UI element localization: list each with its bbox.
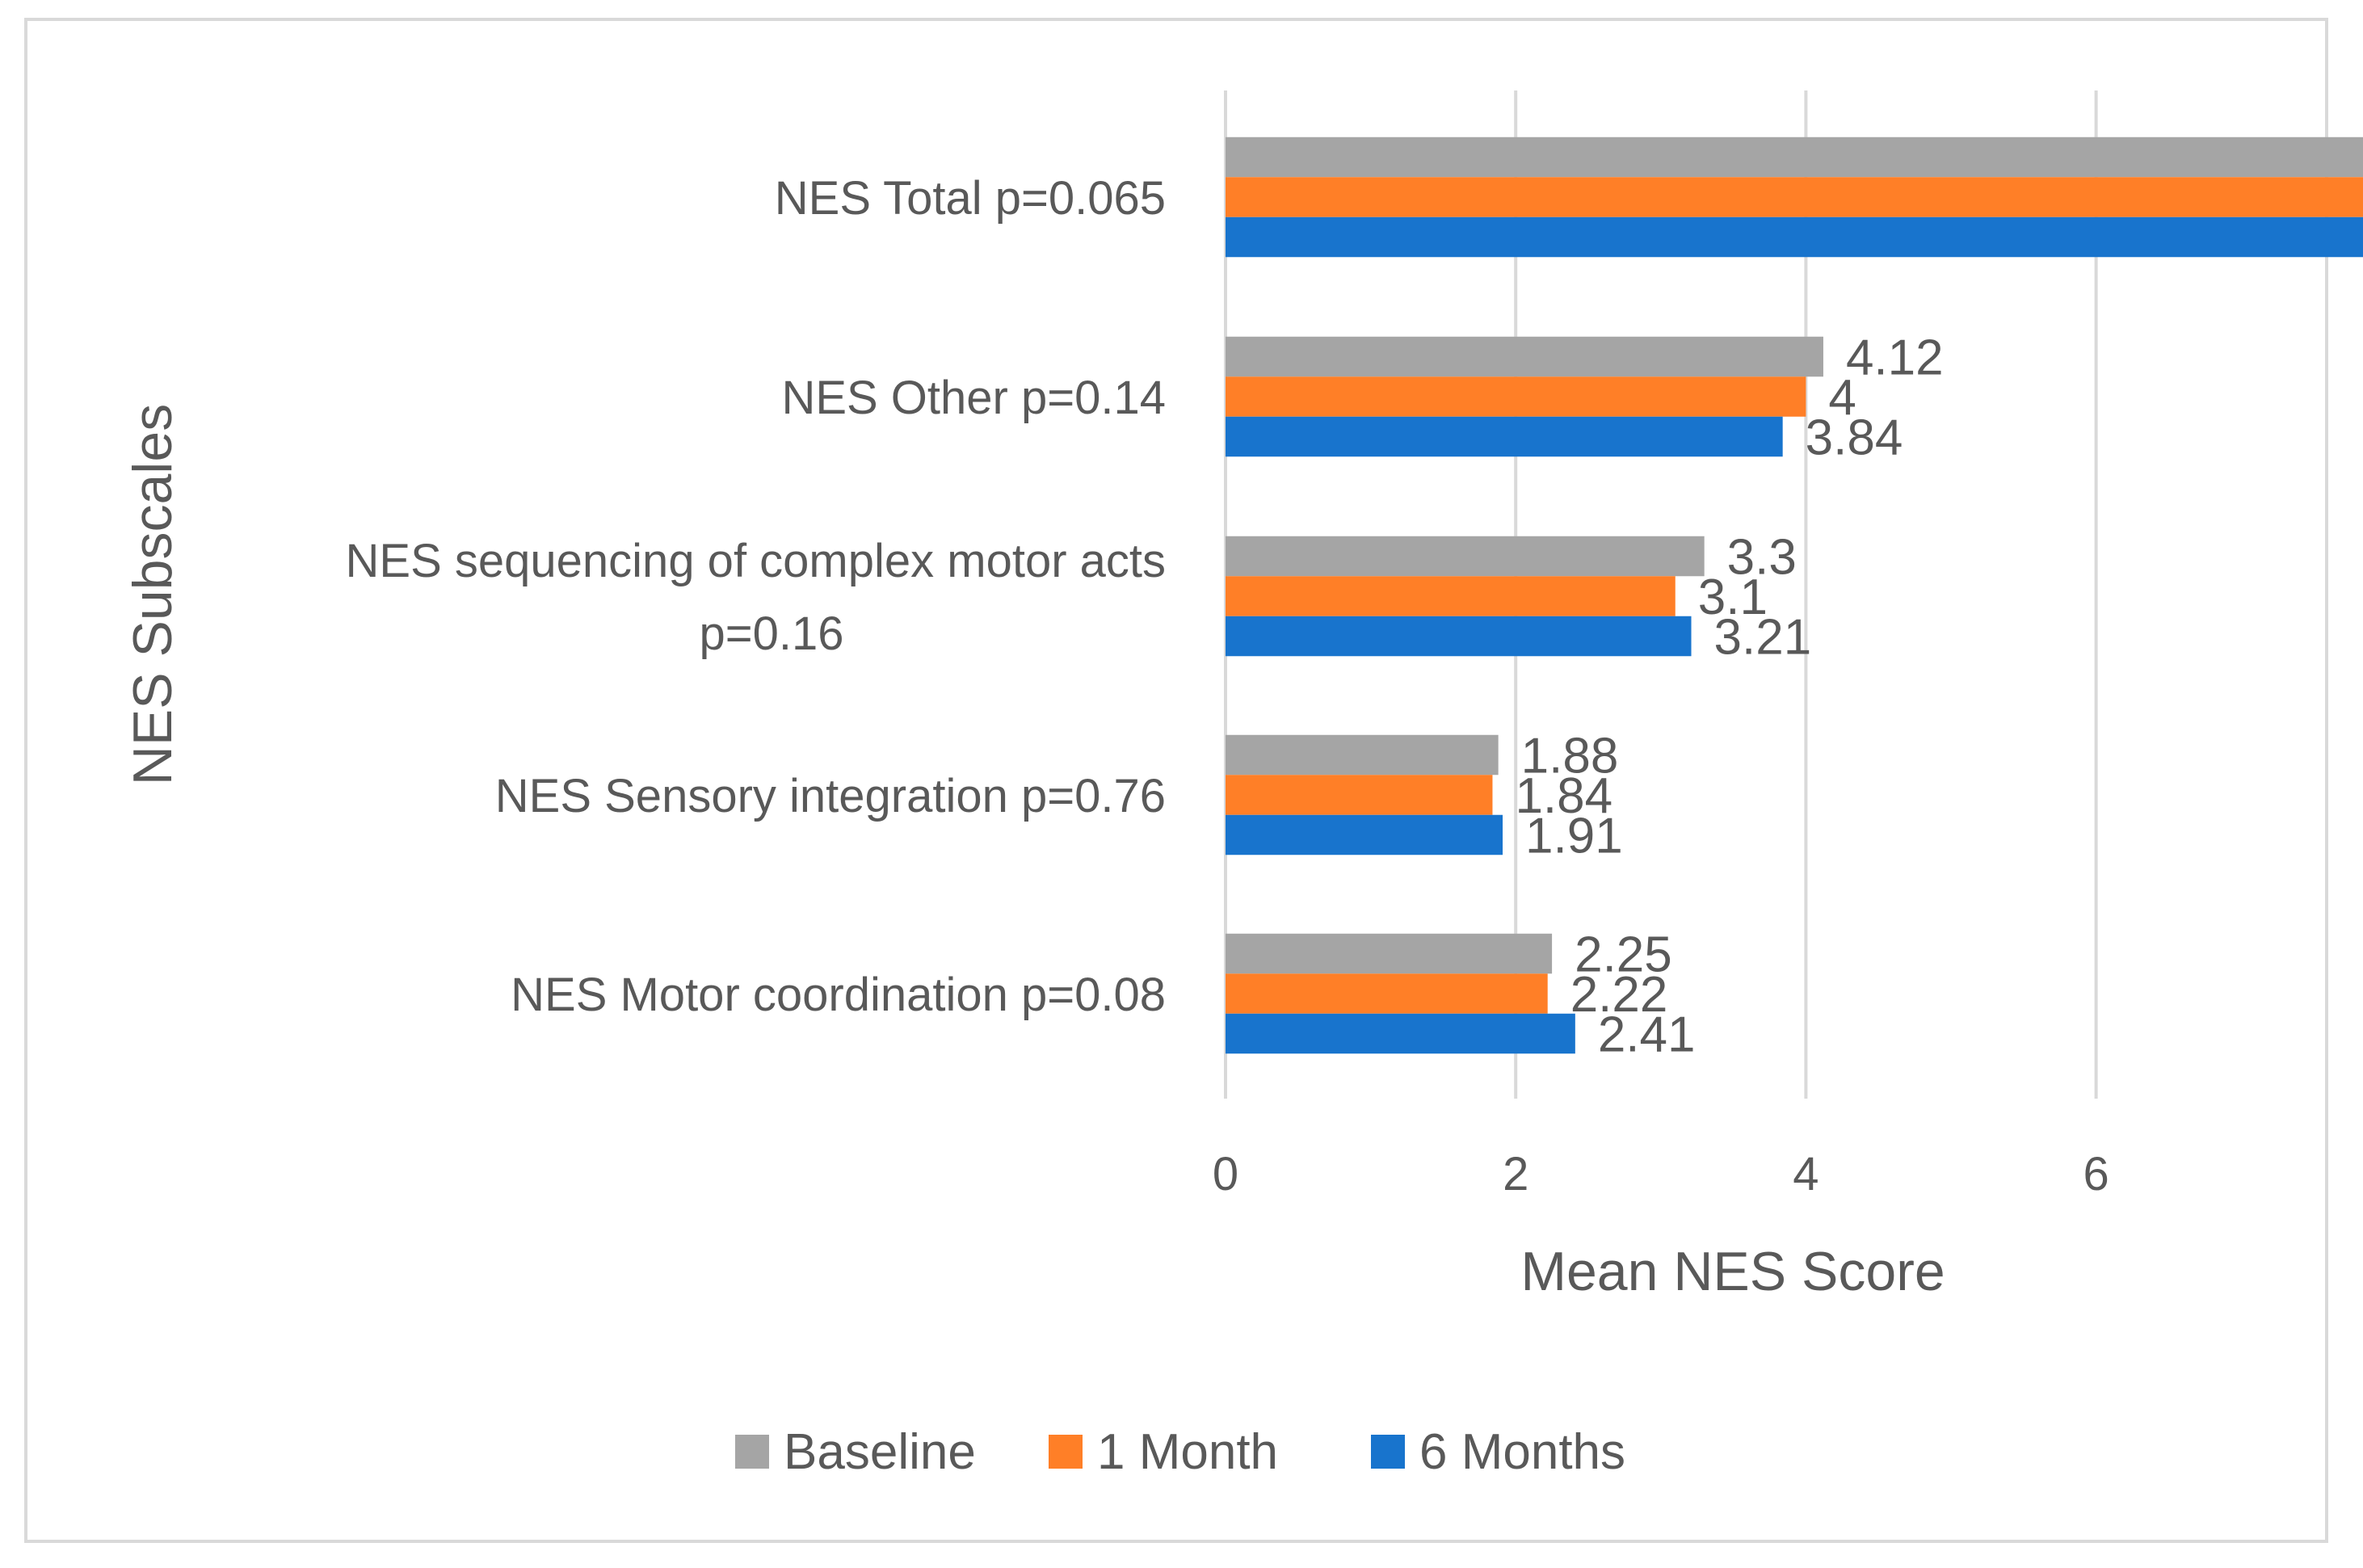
data-label-0-4: 2.25 — [1575, 927, 1672, 983]
x-axis-title: Mean NES Score — [1520, 1241, 1945, 1302]
legend-swatch-1 — [1049, 1435, 1083, 1469]
data-label-0-1: 4.12 — [1846, 330, 1944, 386]
legend-label-0: Baseline — [784, 1424, 976, 1480]
bar-6-months-2 — [1226, 616, 1692, 657]
category-label-0-0: NES Total p=0.065 — [775, 172, 1166, 225]
data-label-2-1: 3.84 — [1806, 410, 1903, 466]
data-label-1-3: 1.84 — [1515, 768, 1612, 824]
category-label-3-0: NES Sensory integration p=0.76 — [495, 770, 1166, 822]
x-tick-label-4: 4 — [1793, 1148, 1819, 1200]
data-label-1-2: 3.1 — [1698, 570, 1768, 625]
x-tick-label-0: 0 — [1213, 1148, 1238, 1200]
category-label-2-1: p=0.16 — [699, 607, 843, 660]
bar-1-month-3 — [1226, 775, 1493, 815]
x-tick-label-6: 6 — [2083, 1148, 2109, 1200]
legend-label-2: 6 Months — [1419, 1424, 1625, 1480]
bar-baseline-1 — [1226, 336, 1823, 377]
data-label-2-2: 3.21 — [1714, 610, 1812, 666]
legend-label-1: 1 Month — [1097, 1424, 1278, 1480]
data-label-0-2: 3.3 — [1727, 530, 1797, 586]
data-label-1-4: 2.22 — [1570, 967, 1668, 1023]
y-axis-title: NES Subscales — [122, 404, 183, 785]
bar-1-month-1 — [1226, 376, 1806, 417]
data-label-1-1: 4 — [1828, 370, 1856, 426]
bar-baseline-3 — [1226, 734, 1499, 776]
bar-baseline-0 — [1226, 137, 2363, 178]
data-label-0-3: 1.88 — [1521, 729, 1619, 784]
bar-6-months-0 — [1226, 216, 2363, 258]
bar-6-months-4 — [1226, 1013, 1575, 1054]
legend-swatch-0 — [735, 1435, 769, 1469]
bar-6-months-1 — [1226, 416, 1783, 457]
data-label-2-3: 1.91 — [1525, 809, 1623, 864]
category-label-1-0: NES Other p=0.14 — [781, 372, 1166, 424]
bar-6-months-3 — [1226, 814, 1503, 855]
bar-1-month-4 — [1226, 973, 1548, 1014]
legend-swatch-2 — [1371, 1435, 1405, 1469]
x-tick-label-2: 2 — [1503, 1148, 1528, 1200]
category-label-4-0: NES Motor coordination p=0.08 — [511, 969, 1166, 1021]
bar-1-month-0 — [1226, 177, 2363, 217]
bar-baseline-2 — [1226, 536, 1705, 577]
chart-frame — [24, 18, 2328, 1543]
data-label-2-4: 2.41 — [1598, 1007, 1696, 1063]
bar-baseline-4 — [1226, 933, 1553, 974]
bar-1-month-2 — [1226, 576, 1676, 616]
category-label-2-0: NES sequencing of complex motor acts — [346, 535, 1166, 587]
